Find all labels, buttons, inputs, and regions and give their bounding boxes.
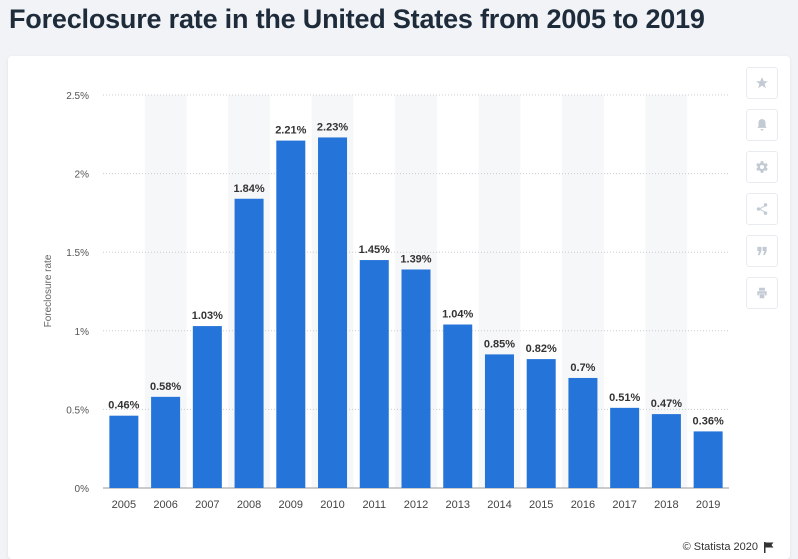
x-tick-label: 2015 bbox=[529, 499, 553, 511]
favorite-button[interactable] bbox=[746, 67, 778, 99]
star-icon bbox=[756, 77, 768, 89]
y-tick-label: 1.5% bbox=[66, 248, 89, 259]
x-tick-label: 2017 bbox=[612, 499, 636, 511]
x-tick-label: 2016 bbox=[571, 499, 595, 511]
y-tick-label: 2% bbox=[75, 170, 90, 181]
y-tick-label: 2.5% bbox=[66, 91, 89, 102]
x-tick-label: 2010 bbox=[320, 499, 344, 511]
x-tick-label: 2009 bbox=[279, 499, 303, 511]
x-tick-label: 2014 bbox=[487, 499, 511, 511]
bar bbox=[568, 377, 598, 488]
data-label: 0.46% bbox=[108, 400, 139, 412]
x-tick-label: 2011 bbox=[362, 499, 386, 511]
data-label: 2.23% bbox=[317, 121, 348, 133]
bar bbox=[234, 198, 264, 488]
cite-button[interactable] bbox=[746, 235, 778, 267]
data-label: 1.39% bbox=[400, 253, 431, 265]
x-tick-label: 2008 bbox=[237, 499, 261, 511]
y-tick-label: 1% bbox=[75, 327, 90, 338]
bell-icon bbox=[757, 119, 767, 131]
x-tick-label: 2006 bbox=[153, 499, 177, 511]
y-tick-label: 0% bbox=[75, 484, 90, 495]
x-tick-label: 2005 bbox=[112, 499, 136, 511]
gear-icon bbox=[756, 161, 768, 173]
y-tick-label: 0.5% bbox=[66, 405, 89, 416]
flag-icon[interactable] bbox=[764, 541, 774, 553]
data-label: 1.84% bbox=[233, 183, 264, 195]
bar bbox=[526, 359, 556, 488]
notification-button[interactable] bbox=[746, 109, 778, 141]
x-tick-label: 2018 bbox=[654, 499, 678, 511]
data-label: 1.03% bbox=[192, 310, 223, 322]
print-button[interactable] bbox=[746, 277, 778, 309]
data-label: 0.7% bbox=[570, 362, 595, 374]
share-icon bbox=[756, 203, 768, 215]
data-label: 1.45% bbox=[359, 244, 390, 256]
bar bbox=[401, 269, 431, 488]
print-icon bbox=[757, 287, 767, 299]
bar bbox=[276, 140, 306, 488]
bar bbox=[109, 415, 139, 488]
data-label: 0.51% bbox=[609, 392, 640, 404]
x-tick-label: 2012 bbox=[404, 499, 428, 511]
data-label: 0.85% bbox=[484, 338, 515, 350]
bar bbox=[192, 326, 222, 488]
data-label: 0.36% bbox=[693, 415, 724, 427]
data-label: 0.58% bbox=[150, 381, 181, 393]
bar bbox=[484, 354, 514, 488]
x-tick-label: 2019 bbox=[696, 499, 720, 511]
bar bbox=[443, 324, 473, 488]
credit-text: © Statista 2020 bbox=[682, 541, 758, 553]
data-label: 1.04% bbox=[442, 309, 473, 321]
statista-credit[interactable]: © Statista 2020 bbox=[683, 541, 774, 553]
bar bbox=[359, 260, 389, 488]
quote-icon bbox=[757, 246, 767, 256]
bar bbox=[693, 431, 723, 488]
bar bbox=[610, 407, 640, 488]
data-label: 0.47% bbox=[651, 398, 682, 410]
bar bbox=[151, 396, 181, 488]
data-label: 0.82% bbox=[526, 343, 557, 355]
page-title: Foreclosure rate in the United States fr… bbox=[9, 4, 705, 34]
chart-toolbar bbox=[746, 67, 780, 319]
share-button[interactable] bbox=[746, 193, 778, 225]
data-label: 2.21% bbox=[275, 125, 306, 137]
y-axis-label: Foreclosure rate bbox=[43, 254, 54, 327]
bar bbox=[651, 414, 681, 488]
x-tick-label: 2007 bbox=[195, 499, 219, 511]
bar bbox=[318, 137, 348, 488]
x-tick-label: 2013 bbox=[445, 499, 469, 511]
settings-button[interactable] bbox=[746, 151, 778, 183]
